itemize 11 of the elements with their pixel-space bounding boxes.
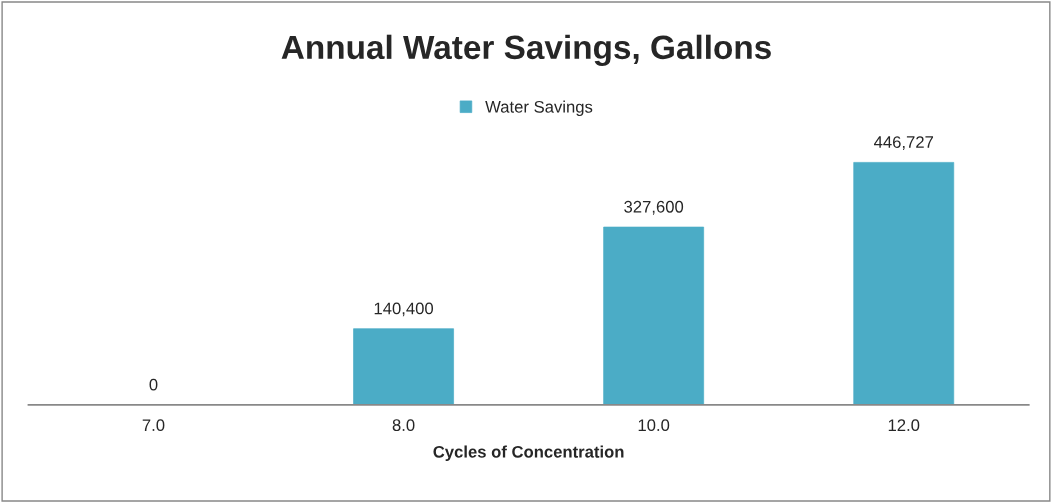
data-label: 140,400 (374, 302, 434, 317)
data-label: 446,727 (874, 136, 934, 150)
data-label: 0 (149, 378, 158, 391)
x-tick-label: 8.0 (392, 419, 415, 432)
x-tick-label: 10.0 (638, 419, 670, 432)
x-tick-label: 12.0 (888, 419, 920, 432)
legend-label: Water Savings (485, 100, 593, 117)
x-axis-title: Cycles of Concentration (433, 445, 624, 461)
chart-title: Annual Water Savings, Gallons (281, 34, 771, 66)
data-label: 327,600 (624, 200, 684, 215)
x-tick-label: 7.0 (142, 419, 165, 432)
